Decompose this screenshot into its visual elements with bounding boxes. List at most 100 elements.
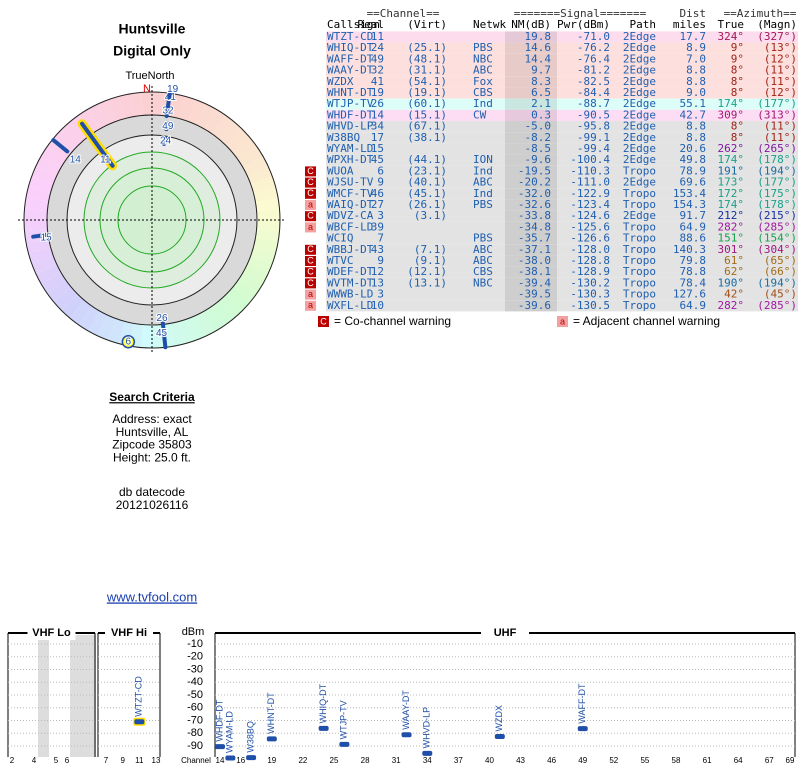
column-header: miles <box>673 18 706 31</box>
cell: WCIQ <box>327 232 354 245</box>
channel-label: 22 <box>298 756 307 765</box>
channel-label: 28 <box>361 756 370 765</box>
warning-icon <box>305 256 316 266</box>
cell: (67.1) <box>407 120 447 133</box>
cell: (194°) <box>757 276 797 289</box>
nm-shade <box>505 87 557 99</box>
compass-ring <box>24 220 48 232</box>
station-label: 19 <box>167 84 179 95</box>
cell: -128.0 <box>570 243 610 256</box>
cell: (3.1) <box>414 209 447 222</box>
cell: 78.4 <box>680 276 707 289</box>
north-label: TrueNorth <box>125 70 174 82</box>
row-background <box>326 87 798 99</box>
channel-label: 9 <box>120 756 125 765</box>
warning-icon <box>305 278 316 289</box>
legend-text: = Co-channel warning <box>334 314 451 328</box>
nm-shade <box>505 210 557 222</box>
cell: -39.4 <box>518 276 551 289</box>
cell: 69.6 <box>680 176 707 189</box>
cell: 19.8 <box>525 30 552 43</box>
site-link[interactable]: www.tvfool.com <box>106 589 197 604</box>
y-tick-label: -60 <box>187 702 203 714</box>
cell: ABC <box>473 254 493 267</box>
station-label: 49 <box>162 121 174 132</box>
y-tick-label: -90 <box>187 740 203 752</box>
warning-letter: C <box>307 278 314 288</box>
band-shade <box>70 635 96 757</box>
station-marker <box>162 136 167 146</box>
station-callsign: WTJP-TV <box>339 700 349 739</box>
cell: 19 <box>371 86 384 99</box>
compass-ring <box>253 238 279 254</box>
channel-label: 11 <box>135 756 144 765</box>
cell: 2Edge <box>623 97 656 110</box>
compass-ring <box>196 104 216 130</box>
station-bar <box>215 744 225 750</box>
row-background <box>326 188 798 200</box>
cell: CBS <box>473 265 493 278</box>
cell: (11°) <box>764 75 797 88</box>
nm-shade <box>505 31 557 43</box>
nm-shade <box>505 277 557 289</box>
cell: 8.8 <box>686 75 706 88</box>
warning-letter: C <box>307 166 314 176</box>
column-header: Callsign <box>327 18 380 31</box>
channel-label: 5 <box>54 756 59 765</box>
cell: 14 <box>371 108 385 121</box>
cell: (26.1) <box>407 198 447 211</box>
cell: WBCF-LD <box>327 220 373 233</box>
cell: -88.7 <box>577 97 610 110</box>
cell: -71.0 <box>577 30 610 43</box>
cell: (12.1) <box>407 265 447 278</box>
row-background <box>326 65 798 77</box>
cell: 0.3 <box>531 108 551 121</box>
cell: -99.1 <box>577 131 610 144</box>
cell: 3 <box>377 288 384 301</box>
cell: 174° <box>718 153 745 166</box>
y-tick-label: -50 <box>187 689 203 701</box>
cell: 55.1 <box>680 97 707 110</box>
compass-ring <box>170 93 186 119</box>
cell: 9.7 <box>531 64 551 77</box>
cell: WAAY-DT <box>327 64 374 77</box>
compass-ring <box>53 287 78 311</box>
row-background <box>326 300 798 312</box>
cell: -130.5 <box>570 299 610 312</box>
cell: 9.0 <box>686 86 706 99</box>
station-label: 32 <box>162 106 174 117</box>
cell: (44.1) <box>407 153 447 166</box>
north: N <box>143 83 151 95</box>
cell: Ind <box>473 97 493 110</box>
station-bar <box>422 750 433 756</box>
cell: WYAM-LD <box>327 142 373 155</box>
nm-shade <box>505 53 557 65</box>
legend-icon-letter: a <box>560 316 565 326</box>
station-bar <box>401 732 412 738</box>
nm-shade <box>505 143 557 155</box>
cell: (11°) <box>764 64 797 77</box>
cell: (45°) <box>764 288 797 301</box>
station-marker <box>164 108 170 119</box>
compass-ring <box>78 109 100 134</box>
compass-ring <box>187 99 207 125</box>
channel-label: 34 <box>423 756 432 765</box>
cell: 2Edge <box>623 108 656 121</box>
nm-shade <box>505 98 557 110</box>
compass-ring <box>152 324 164 348</box>
compass-ring <box>238 272 263 294</box>
compass-ring <box>118 93 134 119</box>
cell: -9.6 <box>525 153 552 166</box>
cell: -128.9 <box>570 265 610 278</box>
group-header: ==Azimuth== <box>724 7 797 20</box>
warning-icon <box>305 222 316 233</box>
channel-label: 37 <box>454 756 463 765</box>
cell: -76.4 <box>577 52 610 65</box>
cell: 14.6 <box>525 41 552 54</box>
station-bar <box>266 736 277 742</box>
cell: (304°) <box>757 243 797 256</box>
compass-ring <box>41 272 66 294</box>
compass-ring <box>78 306 100 331</box>
cell: PBS <box>473 232 493 245</box>
